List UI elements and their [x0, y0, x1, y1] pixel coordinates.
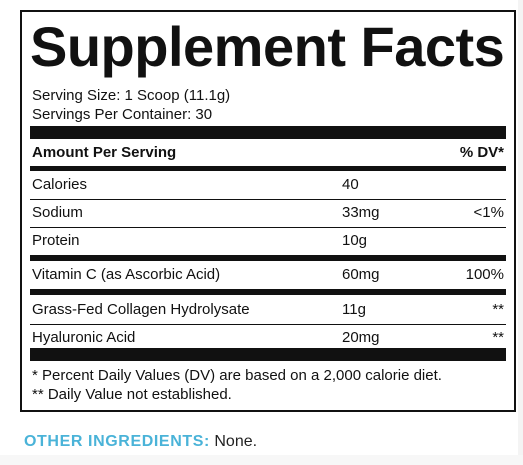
- ingredient-name: Hyaluronic Acid: [32, 329, 136, 346]
- nutrient-amount: 10g: [342, 232, 368, 249]
- ingredient-dv: **: [492, 301, 504, 318]
- thick-divider-bottom: [30, 348, 506, 361]
- other-ingredients-value: None.: [209, 433, 258, 450]
- footnote-not-established: ** Daily Value not established.: [32, 386, 232, 403]
- section-divider: [30, 289, 506, 295]
- panel-title: Supplement Facts: [30, 15, 505, 78]
- right-edge-shade: [518, 0, 523, 465]
- ingredient-dv: **: [492, 329, 504, 346]
- nutrient-row: Sodium 33mg <1%: [32, 204, 504, 222]
- other-ingredients: OTHER INGREDIENTS: None.: [24, 433, 257, 451]
- nutrient-name: Sodium: [32, 204, 83, 221]
- nutrient-row: Vitamin C (as Ascorbic Acid) 60mg 100%: [32, 266, 504, 284]
- footnote-daily-values: * Percent Daily Values (DV) are based on…: [32, 367, 442, 384]
- nutrient-row: Protein 10g: [32, 232, 504, 250]
- ingredient-amount: 20mg: [342, 329, 380, 346]
- ingredient-amount: 11g: [342, 301, 366, 318]
- daily-value-header: % DV*: [459, 144, 504, 161]
- ingredient-row: Hyaluronic Acid 20mg **: [32, 329, 504, 347]
- nutrient-row: Calories 40: [32, 176, 504, 194]
- nutrient-amount: 60mg: [342, 266, 380, 283]
- nutrient-amount: 33mg: [342, 204, 380, 221]
- nutrient-dv: <1%: [473, 204, 504, 221]
- row-divider: [30, 199, 506, 200]
- row-divider: [30, 227, 506, 228]
- supplement-facts-panel: Supplement Facts Serving Size: 1 Scoop (…: [20, 10, 516, 412]
- bottom-edge-shade: [0, 455, 523, 465]
- other-ingredients-label: OTHER INGREDIENTS:: [24, 433, 210, 450]
- thick-divider-top: [30, 126, 506, 139]
- servings-per-container: Servings Per Container: 30: [32, 106, 213, 123]
- nutrient-name: Vitamin C (as Ascorbic Acid): [32, 266, 221, 283]
- nutrient-name: Protein: [32, 232, 80, 249]
- amount-per-serving-label: Amount Per Serving: [32, 144, 177, 161]
- row-divider: [30, 324, 506, 325]
- medium-divider: [30, 166, 506, 171]
- nutrient-dv: 100%: [465, 266, 504, 283]
- serving-size: Serving Size: 1 Scoop (11.1g): [32, 87, 231, 104]
- nutrient-name: Calories: [32, 176, 88, 193]
- nutrient-amount: 40: [342, 176, 359, 193]
- section-divider: [30, 255, 506, 261]
- ingredient-name: Grass-Fed Collagen Hydrolysate: [32, 301, 250, 318]
- ingredient-row: Grass-Fed Collagen Hydrolysate 11g **: [32, 301, 504, 319]
- amount-header: Amount Per Serving % DV*: [32, 144, 504, 162]
